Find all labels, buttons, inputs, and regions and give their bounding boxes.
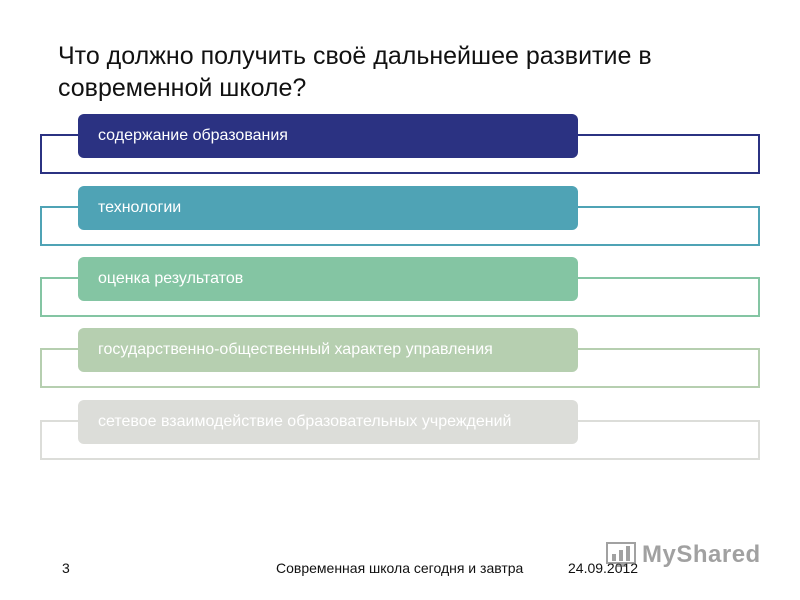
item-label: оценка результатов — [98, 270, 244, 287]
item-pill: оценка результатов — [78, 257, 578, 301]
item-pill: технологии — [78, 186, 578, 230]
item-label: сетевое взаимодействие образовательных у… — [98, 413, 512, 430]
item-pill: сетевое взаимодействие образовательных у… — [78, 400, 578, 444]
list-item-5: сетевое взаимодействие образовательных у… — [0, 400, 800, 470]
item-label: содержание образования — [98, 127, 288, 144]
watermark-text: MyShared — [642, 541, 761, 568]
item-label: технологии — [98, 199, 182, 216]
footer-caption: Современная школа сегодня и завтра — [276, 560, 524, 576]
page-title: Что должно получить своё дальнейшее разв… — [58, 42, 652, 102]
list-item-2: технологии — [0, 186, 800, 256]
item-label: государственно-общественный характер упр… — [98, 341, 493, 358]
slide-number: 3 — [62, 560, 70, 576]
list-item-4: государственно-общественный характер упр… — [0, 328, 800, 398]
list-item-3: оценка результатов — [0, 257, 800, 327]
item-pill: содержание образования — [78, 114, 578, 158]
chart-icon — [606, 542, 636, 567]
item-pill: государственно-общественный характер упр… — [78, 328, 578, 372]
list-item-1: содержание образования — [0, 114, 800, 184]
watermark-logo: MyShared — [606, 538, 766, 572]
